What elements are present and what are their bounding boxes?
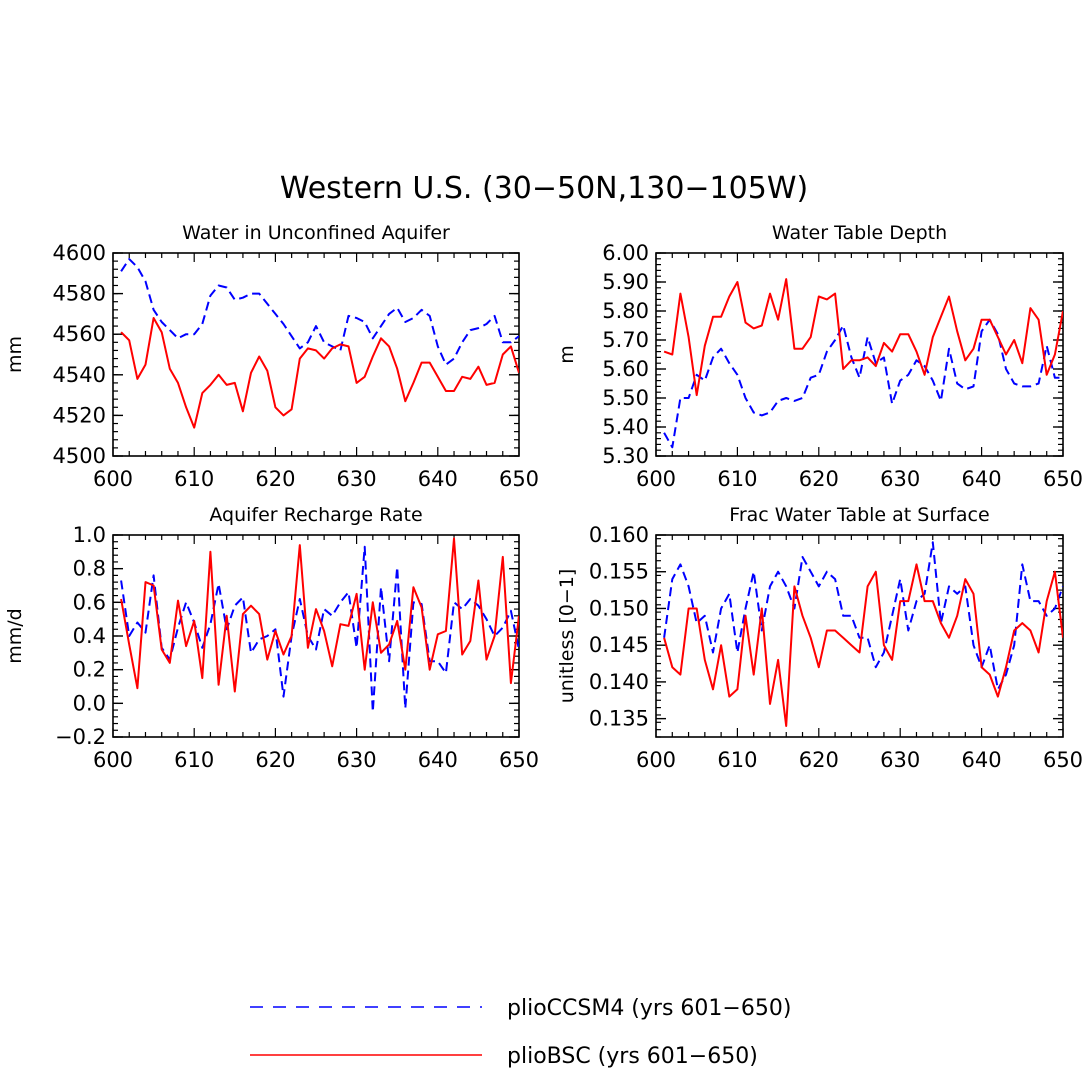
panel-water-in-aquifer: Water in Unconfined Aquifer mm 600 610 620 63… xyxy=(4,222,539,491)
y-tick-label: 5.90 xyxy=(602,270,649,294)
x-tick-label: 620 xyxy=(255,467,295,491)
y-tick-label: 6.00 xyxy=(602,241,649,265)
x-tick-label: 650 xyxy=(499,467,539,491)
x-tick-label: 650 xyxy=(1043,748,1083,772)
y-tick-label: 0.155 xyxy=(589,560,649,584)
y-tick-label: 5.50 xyxy=(602,386,649,410)
y-tick-label: 5.60 xyxy=(602,357,649,381)
series-plioccsm4-line xyxy=(663,541,1063,691)
series-pliobsc-line xyxy=(663,563,1063,727)
x-tick-label: 610 xyxy=(174,467,214,491)
panel-water-table-depth: Water Table Depth m 600 610 620 630 640 650 5.30… xyxy=(556,222,1083,491)
y-tick-label: 4580 xyxy=(53,282,106,306)
panel-aquifer-recharge: Aquifer Recharge Rate mm/d 600 610 620 630 640… xyxy=(4,504,539,772)
y-axis-label: mm xyxy=(4,336,26,373)
y-tick-label: 5.80 xyxy=(602,299,649,323)
y-tick-label: 1.0 xyxy=(73,523,106,547)
x-tick-label: 650 xyxy=(499,748,539,772)
x-tick-label: 640 xyxy=(418,467,458,491)
x-tick-label: 630 xyxy=(880,467,920,491)
y-tick-label: 4540 xyxy=(53,363,106,387)
x-tick-label: 600 xyxy=(93,748,133,772)
x-tick-label: 630 xyxy=(337,467,377,491)
panel-title: Water in Unconfined Aquifer xyxy=(182,222,450,244)
x-tick-label: 640 xyxy=(962,467,1002,491)
x-tick-label: 610 xyxy=(174,748,214,772)
y-tick-label: 0.8 xyxy=(73,557,106,581)
x-tick-label: 650 xyxy=(1043,467,1083,491)
x-tick-label: 600 xyxy=(636,748,676,772)
x-tick-label: 620 xyxy=(799,467,839,491)
y-tick-label: 0.4 xyxy=(73,624,106,648)
plot-frame xyxy=(655,252,1064,457)
y-tick-label: 0.140 xyxy=(589,670,649,694)
series-pliobsc-line xyxy=(663,278,1063,397)
x-tick-label: 620 xyxy=(799,748,839,772)
x-tick-label: 630 xyxy=(337,748,377,772)
legend-label-pliobsc: plioBSC (yrs 601−650) xyxy=(507,1044,758,1069)
y-tick-label: 0.6 xyxy=(73,590,106,614)
x-tick-label: 610 xyxy=(717,467,757,491)
series-pliobsc-line xyxy=(120,537,519,693)
y-tick-label: 4520 xyxy=(53,403,106,427)
series-plioccsm4-line xyxy=(120,545,519,713)
y-tick-label: 4500 xyxy=(53,444,106,468)
y-tick-label: 5.70 xyxy=(602,328,649,352)
x-tick-label: 620 xyxy=(255,748,295,772)
y-tick-label: 0.135 xyxy=(589,707,649,731)
panel-title: Frac Water Table at Surface xyxy=(729,504,989,526)
legend: plioCCSM4 (yrs 601−650) plioBSC (yrs 601… xyxy=(250,996,791,1069)
y-axis-label: unitless [0−1] xyxy=(556,569,578,704)
x-tick-label: 610 xyxy=(717,748,757,772)
x-tick-label: 630 xyxy=(880,748,920,772)
x-tick-label: 600 xyxy=(636,467,676,491)
x-tick-label: 600 xyxy=(93,467,133,491)
panel-frac-water-table: Frac Water Table at Surface unitless [0−1… xyxy=(556,504,1083,772)
y-tick-label: 0.0 xyxy=(73,691,106,715)
series-plioccsm4-line xyxy=(663,318,1063,449)
y-tick-label: 5.40 xyxy=(602,415,649,439)
panel-title: Water Table Depth xyxy=(772,222,947,244)
y-axis-label: mm/d xyxy=(4,608,26,663)
y-tick-label: 0.145 xyxy=(589,633,649,657)
figure-title: Western U.S. (30−50N,130−105W) xyxy=(280,171,808,206)
y-tick-label: 0.150 xyxy=(589,596,649,620)
plot-frame xyxy=(112,252,520,457)
y-tick-label: −0.2 xyxy=(55,725,106,749)
y-tick-label: 4600 xyxy=(53,241,106,265)
y-tick-label: 0.2 xyxy=(73,658,106,682)
series-plioccsm4-line xyxy=(120,258,519,366)
y-tick-label: 4560 xyxy=(53,322,106,346)
panels: Water in Unconfined Aquifer mm 600 610 620 63… xyxy=(4,222,1083,772)
legend-label-plioccsm4: plioCCSM4 (yrs 601−650) xyxy=(507,996,791,1021)
series-pliobsc-line xyxy=(120,317,519,429)
y-tick-label: 5.30 xyxy=(602,444,649,468)
x-tick-label: 640 xyxy=(962,748,1002,772)
x-tick-label: 640 xyxy=(418,748,458,772)
y-axis-label: m xyxy=(556,345,578,364)
y-tick-label: 0.160 xyxy=(589,523,649,547)
panel-title: Aquifer Recharge Rate xyxy=(209,504,422,526)
